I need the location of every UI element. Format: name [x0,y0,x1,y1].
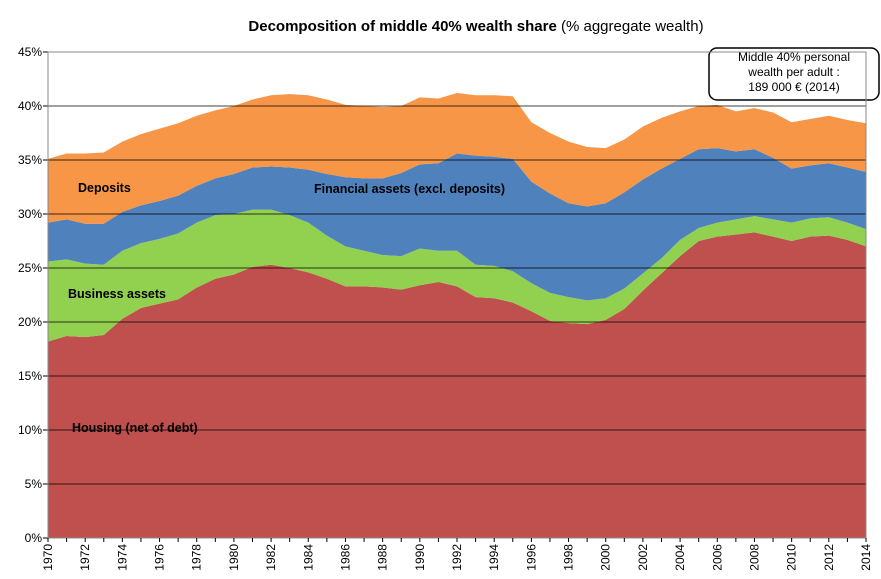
area [48,232,866,539]
annotation-line: wealth per adult : [747,65,839,79]
x-tick-label: 1980 [227,544,241,571]
x-tick-label: 2014 [859,544,873,571]
y-tick-label: 10% [18,423,42,437]
x-tick-label: 1988 [376,544,390,571]
x-tick-label: 1974 [115,544,129,571]
y-tick-label: 20% [18,315,42,329]
plot-area [48,93,866,539]
y-tick-label: 45% [18,45,42,59]
x-tick-label: 2008 [747,544,761,571]
x-tick-label: 1990 [413,544,427,571]
x-tick-label: 1986 [338,544,352,571]
series-label: Deposits [78,181,131,195]
annotation-line: Middle 40% personal [738,50,850,64]
x-tick-label: 1998 [562,544,576,571]
y-tick-label: 25% [18,261,42,275]
x-tick-label: 1976 [153,544,167,571]
x-tick-label: 1972 [78,544,92,571]
area [48,148,866,301]
annotation-line: 189 000 € (2014) [748,80,839,94]
y-tick-label: 5% [25,477,43,491]
series-label: Business assets [68,287,166,301]
x-tick-label: 1984 [301,544,315,571]
series-label: Housing (net of debt) [72,421,198,435]
title-main: Decomposition of middle 40% wealth share [248,18,556,35]
area [48,209,866,342]
x-tick-label: 1992 [450,544,464,571]
x-tick-label: 2002 [636,544,650,571]
area [48,93,866,224]
x-tick-label: 2000 [599,544,613,571]
series-label: Financial assets (excl. deposits) [314,182,505,196]
x-tick-label: 1970 [41,544,55,571]
x-tick-label: 1978 [190,544,204,571]
x-tick-label: 2006 [710,544,724,571]
x-tick-label: 2004 [673,544,687,571]
x-tick-label: 1994 [487,544,501,571]
chart-title: Decomposition of middle 40% wealth share… [248,18,703,35]
y-tick-label: 35% [18,153,42,167]
x-tick-label: 2012 [822,544,836,571]
annotation-box [708,47,880,101]
x-tick-label: 1996 [524,544,538,571]
y-tick-label: 0% [25,531,43,545]
y-tick-label: 30% [18,207,42,221]
title-note: (% aggregate wealth) [561,18,704,35]
x-tick-label: 2010 [785,544,799,571]
x-tick-label: 1982 [264,544,278,571]
y-tick-label: 15% [18,369,42,383]
y-tick-label: 40% [18,99,42,113]
